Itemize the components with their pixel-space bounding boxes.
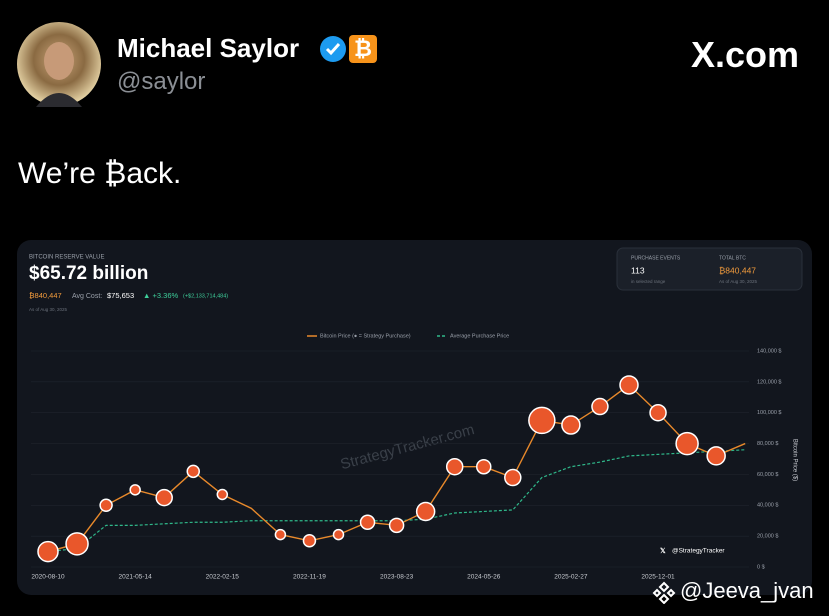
y-tick-label: 120,000 $	[757, 379, 781, 385]
purchase-bubble	[302, 534, 317, 548]
y-tick-label: 80,000 $	[757, 441, 778, 447]
y-axis-title: Bitcoin Price ($)	[791, 439, 797, 481]
purchase-bubble	[561, 415, 581, 435]
change: ▲ +3.36%	[143, 291, 178, 300]
avg-cost-label: Avg Cost:	[72, 293, 102, 300]
purchase-bubble	[332, 528, 345, 541]
purchase-bubble	[388, 517, 405, 534]
user-name: Michael Saylor	[117, 33, 300, 63]
purchase-bubble	[675, 431, 699, 456]
y-tick-label: 60,000 $	[757, 472, 778, 478]
change-amount: (+$2,133,714,484)	[183, 293, 228, 299]
tweet-text: We’re ₿ack.	[18, 157, 182, 190]
watermark-icon	[652, 581, 676, 604]
purchase-bubble	[186, 464, 200, 479]
y-tick-label: 40,000 $	[757, 503, 778, 509]
purchase-bubble	[37, 540, 59, 563]
site-logo: X.com	[690, 34, 799, 75]
purchase-bubble	[216, 488, 229, 501]
x-tick-label: 2025-02-27	[554, 574, 588, 581]
purchase-bubble	[99, 498, 113, 513]
x-tick-label: 2022-11-19	[293, 574, 326, 581]
purchase-bubble	[65, 532, 89, 556]
avg-cost: $75,653	[107, 291, 134, 300]
purchase-bubble	[476, 458, 492, 475]
as-of: As of Aug 30, 2025	[29, 307, 68, 312]
purchase-bubble	[274, 528, 287, 541]
purchase-bubble	[591, 397, 609, 416]
avatar	[17, 22, 101, 107]
stat-label: TOTAL BTC	[719, 255, 746, 261]
card-background	[17, 240, 812, 595]
y-tick-label: 100,000 $	[757, 410, 781, 416]
reserve-label: BITCOIN RESERVE VALUE	[29, 255, 104, 261]
user-handle: @saylor	[117, 68, 206, 95]
reserve-btc: ₿840,447	[29, 291, 62, 300]
purchase-bubble	[504, 468, 522, 487]
purchase-bubble	[445, 457, 464, 476]
purchase-bubble	[129, 484, 141, 496]
stat-note: As of Aug 30, 2025	[719, 279, 758, 284]
x-tick-label: 2023-08-23	[380, 574, 414, 581]
credit: @StrategyTracker	[672, 548, 725, 555]
stat-value: ₿840,447	[719, 265, 756, 275]
chart-card: BITCOIN RESERVE VALUE $65.72 billion ₿84…	[17, 240, 812, 595]
y-tick-label: 140,000 $	[757, 348, 781, 354]
verified-badge	[320, 36, 346, 62]
x-tick-label: 2021-05-14	[119, 574, 153, 581]
purchase-bubble	[528, 406, 556, 435]
x-tick-label: 2022-02-15	[206, 574, 240, 581]
purchase-bubble	[415, 501, 436, 522]
stat-label: PURCHASE EVENTS	[631, 255, 681, 261]
purchase-bubble	[649, 403, 667, 422]
x-logo: 𝕏	[660, 547, 666, 555]
stats-box	[616, 247, 803, 291]
x-tick-label: 2020-08-10	[31, 574, 65, 581]
purchase-bubble	[706, 446, 726, 466]
x-tick-label: 2024-05-26	[467, 574, 501, 581]
x-tick-label: 2025-12-01	[641, 574, 675, 581]
legend-label: Bitcoin Price (● = Strategy Purchase)	[320, 333, 411, 339]
purchase-bubble	[359, 514, 376, 531]
legend-label: Average Purchase Price	[450, 333, 509, 339]
reserve-value: $65.72 billion	[29, 263, 148, 284]
screenshot-watermark: @Jeeva_jvan	[680, 578, 814, 603]
y-tick-label: 20,000 $	[757, 534, 778, 540]
purchase-bubble	[619, 375, 639, 395]
y-tick-label: 0 $	[757, 564, 765, 570]
purchase-bubble	[155, 488, 173, 507]
stat-note: in selected range	[631, 279, 666, 284]
stat-value: 113	[631, 265, 645, 275]
bitcoin-badge: ₿	[349, 35, 377, 63]
